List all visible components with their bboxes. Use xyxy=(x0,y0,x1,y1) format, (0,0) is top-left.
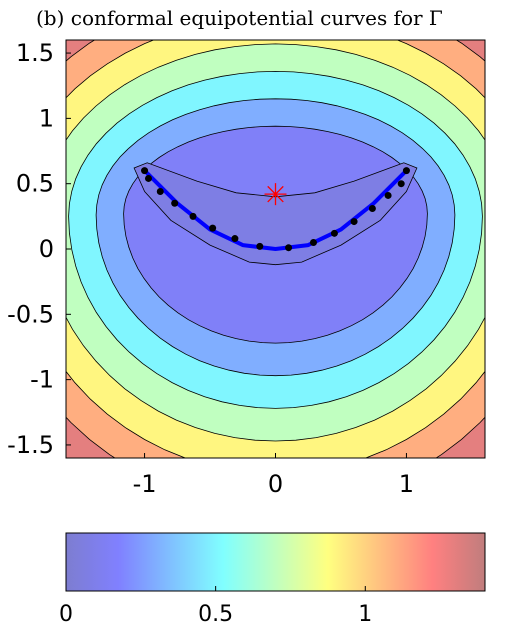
y-tick-label: 0 xyxy=(39,235,54,263)
y-tick-label: 1.5 xyxy=(16,39,54,67)
curve-point xyxy=(156,188,164,196)
x-tick-label: -1 xyxy=(133,470,157,498)
curve-point xyxy=(397,180,405,188)
colorbar-tick-label: 0.5 xyxy=(198,602,233,624)
y-tick-label: 1 xyxy=(39,104,54,132)
chart-title: (b) conformal equipotential curves for Γ xyxy=(36,6,443,30)
y-tick-label: -0.5 xyxy=(7,300,54,328)
curve-point xyxy=(141,167,149,175)
gamma-curve xyxy=(143,169,408,251)
x-tick-label: 1 xyxy=(399,470,414,498)
y-tick-label: -1 xyxy=(30,366,54,394)
curve-point xyxy=(402,167,410,175)
curve-point xyxy=(350,218,358,226)
curve-point xyxy=(330,229,338,237)
curve-point xyxy=(368,205,376,213)
curve-point xyxy=(189,212,197,220)
y-tick-label: -1.5 xyxy=(7,431,54,459)
colorbar-tick-label: 1 xyxy=(358,602,372,624)
red-asterisk-marker xyxy=(267,185,284,203)
curve-point xyxy=(285,244,293,252)
contour-level-0-1 xyxy=(133,162,418,266)
curve-point xyxy=(231,235,239,243)
y-tick-label: 0.5 xyxy=(16,170,54,198)
curve-point xyxy=(309,238,317,246)
curve-point xyxy=(209,224,217,232)
curve-point xyxy=(256,242,264,250)
colorbar-tick-label: 0 xyxy=(59,602,73,624)
curve-point xyxy=(171,199,179,207)
curve-point xyxy=(384,191,392,199)
curve-point xyxy=(144,174,152,182)
x-tick-label: 0 xyxy=(268,470,283,498)
colorbar xyxy=(65,532,486,592)
